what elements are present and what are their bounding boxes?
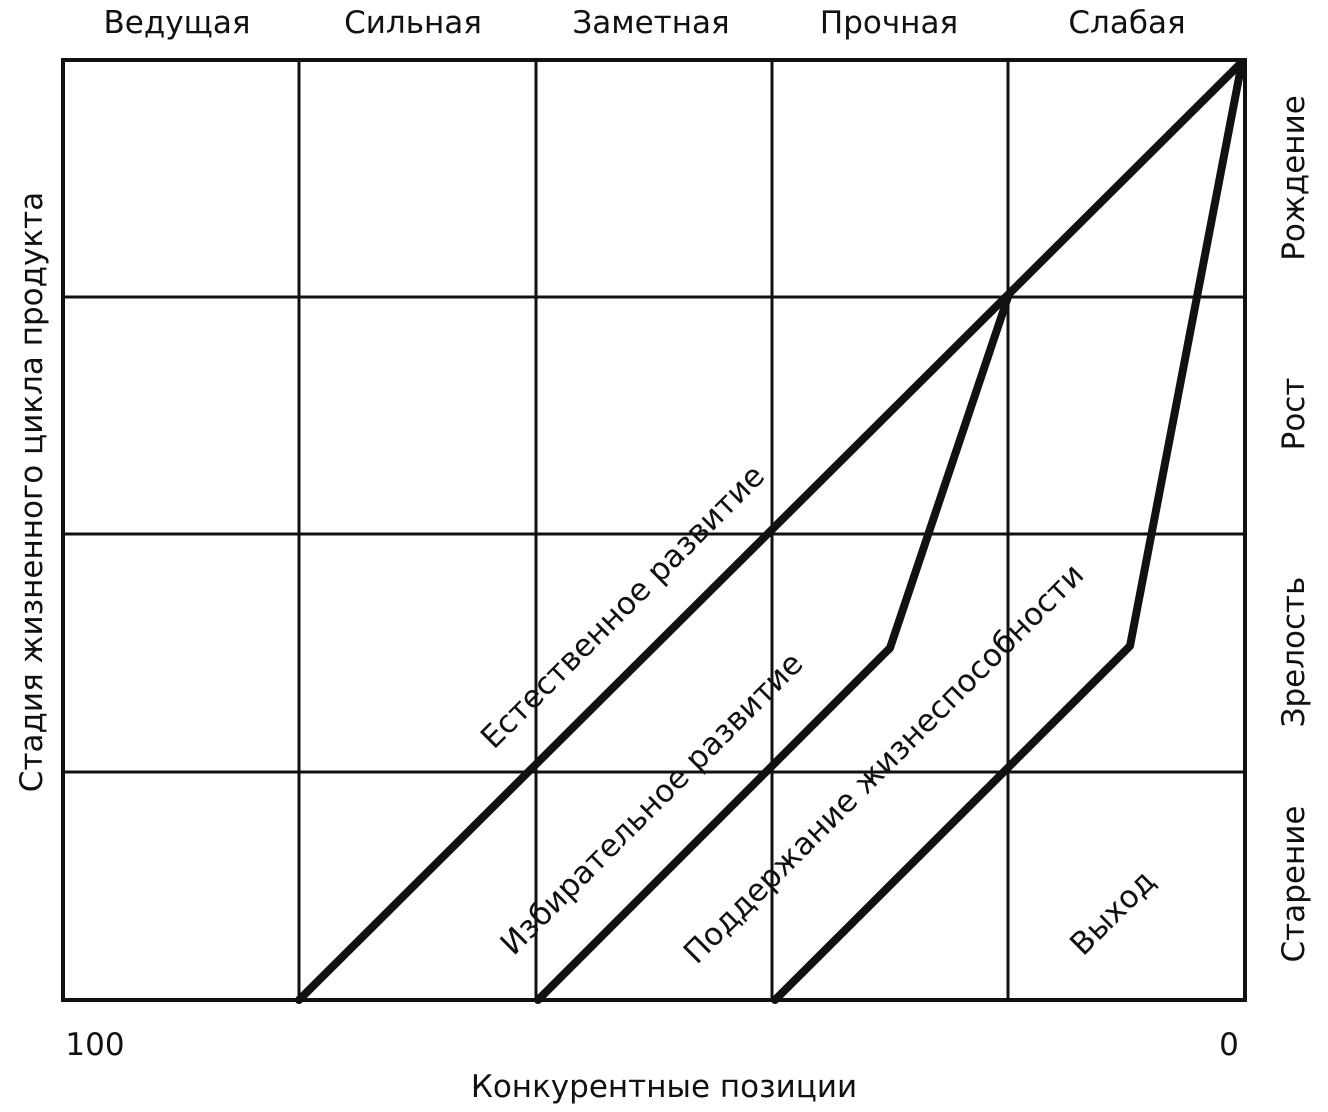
- stage-label-growth: Рост: [1276, 378, 1312, 451]
- x-axis-min-label: 100: [65, 1027, 124, 1063]
- column-label-weak: Слабая: [1068, 5, 1185, 41]
- x-axis-max-label: 0: [1219, 1027, 1239, 1063]
- zone-label-viability: Поддержание жизнеспособности: [677, 557, 1091, 971]
- column-label-noticeable: Заметная: [572, 5, 729, 41]
- selective-development-boundary: [534, 293, 1012, 1004]
- lifecycle-stage-labels: Рождение Рост Зрелость Старение: [1276, 95, 1312, 962]
- viability-boundary: [771, 58, 1246, 1004]
- stage-label-birth: Рождение: [1276, 95, 1312, 261]
- column-label-firm: Прочная: [820, 5, 958, 41]
- x-axis-label: Конкурентные позиции: [471, 1069, 857, 1105]
- column-label-leading: Ведущая: [104, 5, 251, 41]
- matrix-frame: [61, 58, 1247, 1002]
- matrix-grid: [61, 58, 1247, 1002]
- strategy-boundaries: [295, 58, 1246, 1004]
- y-axis-label: Стадия жизненного цикла продукта: [14, 192, 50, 792]
- natural-development-boundary: [295, 58, 1246, 1004]
- stage-label-aging: Старение: [1276, 806, 1312, 963]
- stage-label-maturity: Зрелость: [1276, 577, 1312, 728]
- zone-label-exit: Выход: [1063, 863, 1162, 962]
- competitive-position-labels: Ведущая Сильная Заметная Прочная Слабая: [104, 5, 1186, 41]
- column-label-strong: Сильная: [344, 5, 482, 41]
